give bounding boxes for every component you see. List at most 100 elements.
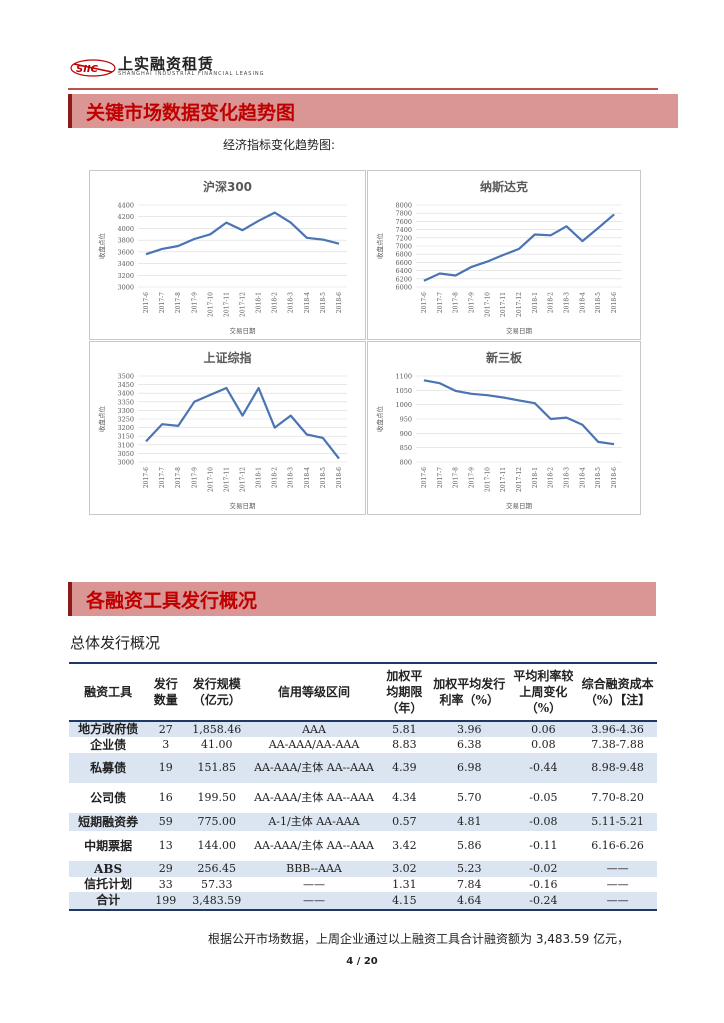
x-tick-label: 2018-5 bbox=[595, 292, 602, 313]
chart-shanghai-composite-svg: 上证综指 300030503100315032003250330033503400… bbox=[97, 350, 347, 510]
x-tick-label: 2018-4 bbox=[579, 292, 586, 313]
y-axis-label: 收盘点位 bbox=[97, 233, 106, 260]
header-divider bbox=[68, 88, 658, 90]
x-tick-label: 2017-11 bbox=[500, 292, 507, 317]
cell-cost: 8.98-9.48 bbox=[591, 761, 644, 775]
cell-rate: 3.96 bbox=[457, 722, 482, 736]
col-header: 融资工具 bbox=[84, 684, 133, 699]
x-axis-label: 交易日期 bbox=[506, 501, 533, 510]
y-tick-label: 3150 bbox=[117, 433, 134, 441]
cell-name: 地方政府债 bbox=[78, 722, 139, 736]
cell-scale: 3,483.59 bbox=[192, 893, 242, 907]
chart-hs300: 沪深300 3000 3200 3400 3600 3800 4000 4200 4400 201… bbox=[89, 170, 366, 340]
y-tick-label: 3350 bbox=[117, 398, 134, 406]
cell-term: 4.15 bbox=[392, 893, 417, 907]
x-axis-label: 交易日期 bbox=[230, 326, 257, 335]
y-tick-label: 4000 bbox=[117, 225, 134, 233]
chart-neeq-svg: 新三板 800 850 900 950 1000 1050 1100 2017-6 2017-7 2… bbox=[375, 350, 622, 510]
cell-rating: A-1/主体 AA-AAA bbox=[268, 815, 360, 829]
issuance-table: 融资工具 发行数量 发行规模（亿元） 信用等级区间 加权平均期限（年） 加权平均… bbox=[69, 662, 657, 911]
cell-scale: 57.33 bbox=[200, 877, 233, 891]
x-tick-label: 2018-2 bbox=[272, 467, 279, 488]
cell-rating: —— bbox=[303, 893, 326, 907]
series-line bbox=[423, 379, 615, 446]
cell-term: 4.39 bbox=[392, 761, 417, 775]
x-tick-label: 2018-6 bbox=[336, 467, 343, 488]
y-tick-label: 3600 bbox=[117, 248, 134, 256]
company-name: 上实融资租赁 bbox=[118, 55, 215, 73]
cell-count: 19 bbox=[158, 761, 173, 775]
y-axis-label: 收盘点位 bbox=[97, 406, 106, 433]
cell-rate: 6.98 bbox=[457, 761, 482, 775]
section-title: 各融资工具发行概况 bbox=[86, 590, 258, 612]
x-tick-label: 2018-2 bbox=[548, 292, 555, 313]
cell-rate: 6.38 bbox=[457, 738, 482, 752]
x-tick-label: 2018-6 bbox=[336, 292, 343, 313]
y-tick-label: 6400 bbox=[395, 267, 412, 275]
series-line bbox=[145, 211, 340, 256]
table-row: 企业债 3 41.00 AA-AAA/AA-AAA 8.83 6.38 0.08 7.38-7… bbox=[69, 737, 657, 753]
y-tick-label: 7000 bbox=[395, 243, 412, 251]
x-tick-label: 2017-12 bbox=[516, 467, 523, 492]
x-tick-label: 2018-4 bbox=[304, 467, 311, 488]
cell-name: 公司债 bbox=[90, 790, 127, 805]
y-tick-label: 8000 bbox=[395, 202, 412, 210]
y-tick-label: 3300 bbox=[117, 407, 134, 415]
cell-change: -0.08 bbox=[529, 815, 558, 829]
x-tick-label: 2017-6 bbox=[421, 292, 428, 313]
x-tick-label: 2017-8 bbox=[453, 292, 460, 313]
series-line bbox=[423, 213, 615, 282]
x-tick-label: 2017-6 bbox=[143, 292, 150, 313]
x-tick-label: 2018-3 bbox=[564, 292, 571, 313]
cell-count: 29 bbox=[158, 862, 173, 876]
cell-rate: 4.64 bbox=[457, 893, 482, 907]
y-tick-label: 3400 bbox=[117, 260, 134, 268]
cell-name: 短期融资券 bbox=[78, 814, 139, 829]
table-row: 地方政府债 27 1,858.46 AAA 5.81 3.96 0.06 3.96-4.36 bbox=[69, 721, 657, 737]
section-title: 关键市场数据变化趋势图 bbox=[86, 102, 296, 124]
x-tick-label: 2017-8 bbox=[175, 467, 182, 488]
chart-title: 新三板 bbox=[486, 350, 523, 365]
table-row: 合计 199 3,483.59 —— 4.15 4.64 -0.24 —— bbox=[69, 892, 657, 910]
cell-count: 27 bbox=[158, 722, 173, 736]
x-tick-label: 2017-9 bbox=[468, 292, 475, 313]
x-tick-label: 2017-10 bbox=[484, 292, 491, 317]
cell-rating: AA-AAA/主体 AA--AAA bbox=[254, 761, 374, 775]
x-tick-label: 2017-8 bbox=[175, 292, 182, 313]
cell-name: 企业债 bbox=[90, 737, 127, 752]
cell-rating: AA-AAA/AA-AAA bbox=[268, 738, 360, 752]
y-tick-label: 3000 bbox=[117, 284, 134, 292]
cell-change: -0.24 bbox=[529, 893, 558, 907]
x-tick-label: 2018-6 bbox=[611, 292, 618, 313]
cell-scale: 256.45 bbox=[197, 862, 236, 876]
x-tick-label: 2017-6 bbox=[421, 467, 428, 488]
x-tick-label: 2017-12 bbox=[516, 292, 523, 317]
charts-subtitle: 经济指标变化趋势图: bbox=[223, 138, 336, 152]
cell-term: 8.83 bbox=[392, 738, 417, 752]
col-header: 发行数量 bbox=[153, 676, 178, 707]
cell-count: 16 bbox=[158, 791, 173, 805]
y-tick-label: 850 bbox=[400, 444, 412, 452]
x-tick-label: 2017-7 bbox=[159, 467, 166, 488]
x-tick-label: 2017-6 bbox=[143, 467, 150, 488]
cell-count: 3 bbox=[162, 738, 170, 752]
x-tick-label: 2018-2 bbox=[548, 467, 555, 488]
y-tick-label: 4400 bbox=[117, 202, 134, 210]
cell-name: 信托计划 bbox=[84, 877, 133, 891]
table-row: ABS 29 256.45 BBB--AAA 3.02 5.23 -0.02 —— bbox=[69, 861, 657, 877]
cell-scale: 1,858.46 bbox=[192, 722, 242, 736]
x-tick-label: 2017-9 bbox=[468, 467, 475, 488]
cell-cost: 5.11-5.21 bbox=[591, 815, 644, 829]
chart-hs300-svg: 沪深300 3000 3200 3400 3600 3800 4000 4200 4400 201… bbox=[97, 179, 347, 335]
x-tick-label: 2018-3 bbox=[288, 292, 295, 313]
col-header: 信用等级区间 bbox=[278, 684, 351, 699]
cell-term: 3.02 bbox=[392, 862, 417, 876]
x-tick-label: 2017-11 bbox=[500, 467, 507, 492]
x-tick-label: 2017-10 bbox=[207, 467, 214, 492]
y-tick-label: 3450 bbox=[117, 381, 134, 389]
y-axis-label: 收盘点位 bbox=[375, 406, 384, 433]
cell-rating: AAA bbox=[302, 722, 326, 736]
x-tick-label: 2017-9 bbox=[191, 292, 198, 313]
cell-cost: 7.70-8.20 bbox=[591, 791, 644, 805]
cell-name: 中期票据 bbox=[84, 838, 133, 853]
